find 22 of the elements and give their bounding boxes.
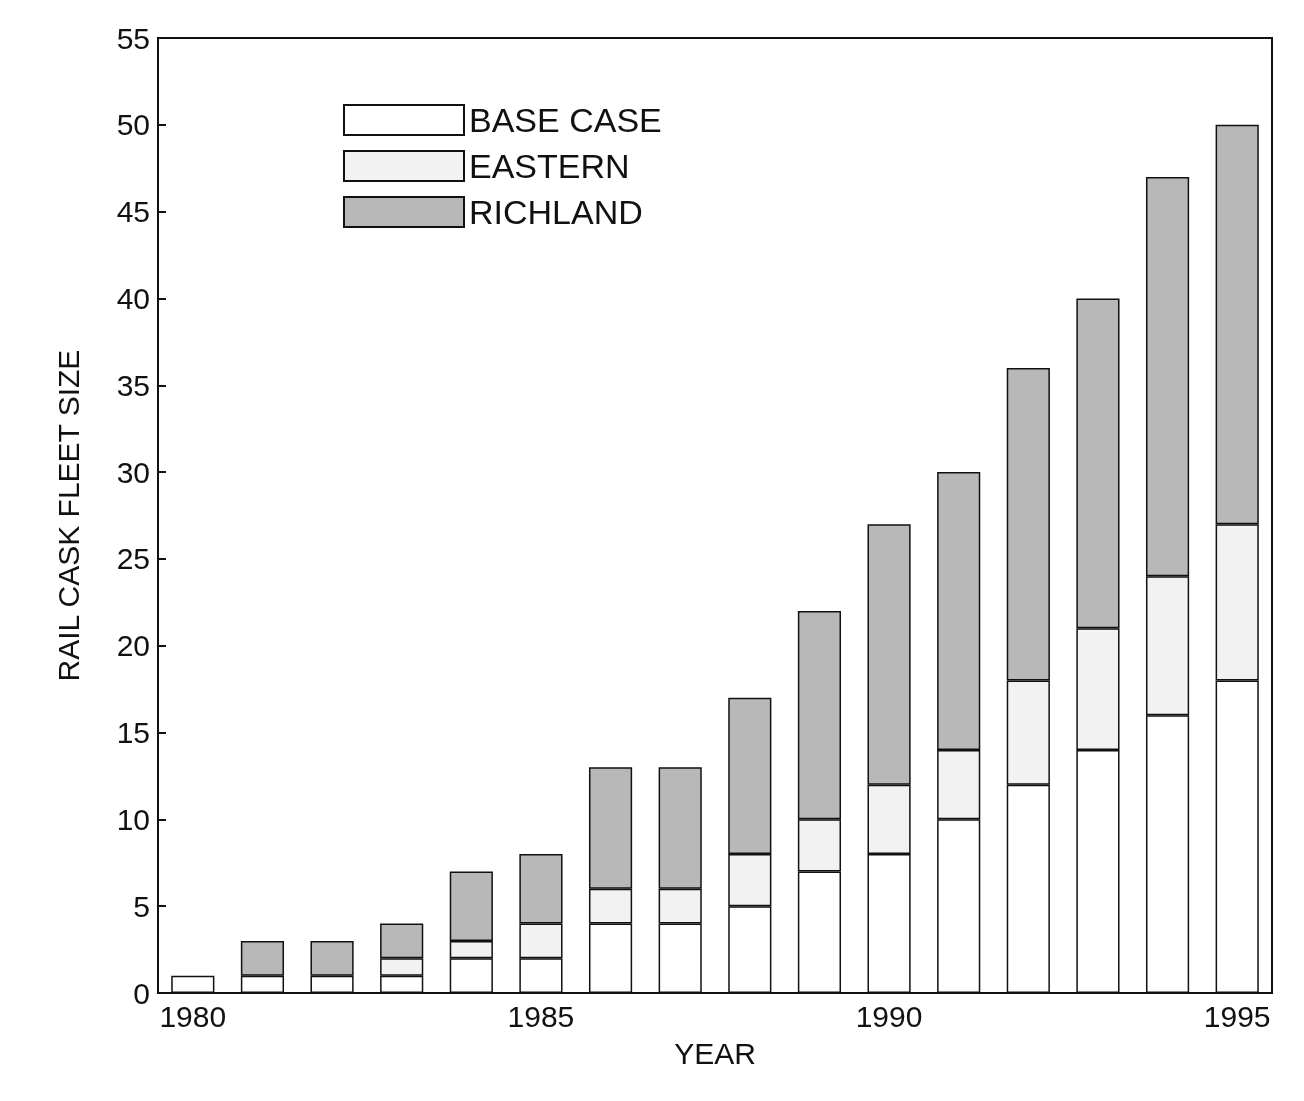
x-axis-title: YEAR — [674, 1036, 756, 1070]
legend-label: BASE CASE — [469, 101, 662, 139]
y-tick-label: 5 — [133, 889, 150, 923]
x-tick-label: 1985 — [507, 999, 575, 1033]
y-tick-label: 25 — [116, 542, 150, 576]
y-tick-label: 45 — [116, 195, 150, 229]
y-tick-label: 30 — [116, 455, 150, 489]
legend-label: EASTERN — [469, 147, 630, 185]
y-axis-title: RAIL CASK FLEET SIZE — [51, 349, 85, 682]
y-tick-label: 50 — [116, 108, 150, 142]
y-tick-label: 15 — [116, 716, 150, 750]
y-tick-label: 35 — [116, 368, 150, 402]
x-tick-label: 1980 — [159, 999, 227, 1033]
bar — [171, 975, 215, 993]
y-tick-label: 40 — [116, 281, 150, 315]
x-tick-label: 1995 — [1203, 999, 1271, 1033]
legend-label: RICHLAND — [469, 193, 643, 231]
y-tick-label: 20 — [116, 629, 150, 663]
x-tick-label: 1990 — [855, 999, 923, 1033]
y-tick-label: 10 — [116, 802, 150, 836]
y-tick-label: 55 — [116, 21, 150, 55]
y-tick-label: 0 — [133, 976, 150, 1010]
